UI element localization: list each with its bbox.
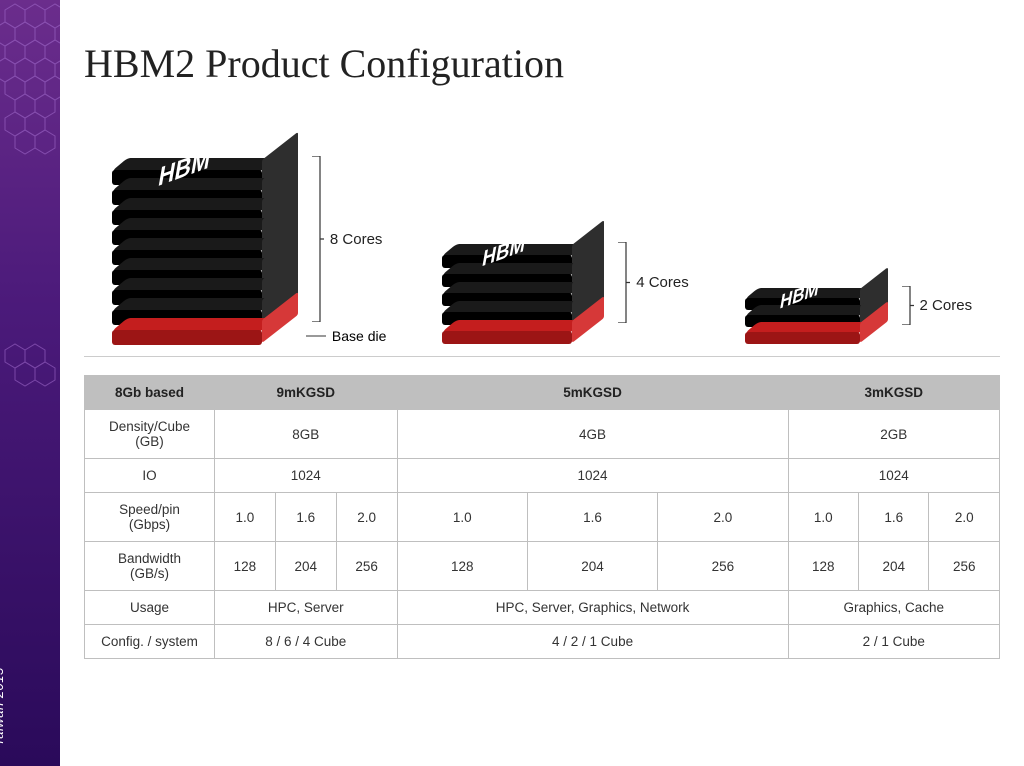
bracket-icon	[618, 242, 630, 323]
table-cell: 2GB	[788, 410, 999, 459]
row-head: Bandwidth(GB/s)	[85, 542, 215, 591]
table-cell: 1.0	[215, 493, 276, 542]
event-logo: SEMICON Taiwan 2015	[0, 667, 6, 746]
table-cell: 8GB	[215, 410, 398, 459]
table-cell: 1024	[215, 459, 398, 493]
table-cell: HPC, Server	[215, 591, 398, 625]
cores-annotation: 4 Cores	[618, 242, 689, 323]
table-cell: Graphics, Cache	[788, 591, 999, 625]
base-die-layer	[745, 322, 860, 344]
table-cell: 4 / 2 / 1 Cube	[397, 625, 788, 659]
row-head: Speed/pin(Gbps)	[85, 493, 215, 542]
table-col-head: 9mKGSD	[215, 376, 398, 410]
table-cell: 128	[397, 542, 527, 591]
table-cell: 256	[929, 542, 1000, 591]
table-cell: 1.6	[275, 493, 336, 542]
table-cell: 2.0	[336, 493, 397, 542]
table-corner-head: 8Gb based	[85, 376, 215, 410]
table-cell: 128	[215, 542, 276, 591]
bracket: 4 Cores	[618, 242, 689, 323]
table-cell: 1.0	[397, 493, 527, 542]
cores-annotation: 2 Cores	[902, 286, 973, 325]
table-cell: 2.0	[658, 493, 788, 542]
stack-group-2: HBM 2 Cores	[745, 286, 973, 344]
row-head: Density/Cube(GB)	[85, 410, 215, 459]
table-cell: 1.6	[527, 493, 657, 542]
stack-group-1: HBM 4 Cores	[442, 242, 689, 344]
base-die-layer	[112, 318, 262, 344]
table-row: Bandwidth(GB/s)1282042561282042561282042…	[85, 542, 1000, 591]
cores-label: 4 Cores	[636, 274, 689, 291]
base-die-annotation: Base die	[306, 328, 386, 344]
base-die-label: Base die	[332, 328, 386, 344]
leader-line-icon	[306, 335, 326, 337]
bracket-icon	[312, 156, 324, 322]
table-row: IO102410241024	[85, 459, 1000, 493]
table-cell: 4GB	[397, 410, 788, 459]
table-cell: 2.0	[929, 493, 1000, 542]
table-row: UsageHPC, ServerHPC, Server, Graphics, N…	[85, 591, 1000, 625]
logo-line2: Taiwan 2015	[0, 667, 6, 746]
table-row: Config. / system8 / 6 / 4 Cube4 / 2 / 1 …	[85, 625, 1000, 659]
table-cell: 128	[788, 542, 858, 591]
base-die-layer	[442, 320, 572, 344]
table-col-head: 3mKGSD	[788, 376, 999, 410]
table-row: Density/Cube(GB)8GB4GB2GB	[85, 410, 1000, 459]
table-row: Speed/pin(Gbps)1.01.62.01.01.62.01.01.62…	[85, 493, 1000, 542]
table-col-head: 5mKGSD	[397, 376, 788, 410]
table-cell: 204	[275, 542, 336, 591]
row-head: Usage	[85, 591, 215, 625]
table-cell: 1024	[788, 459, 999, 493]
cores-label: 2 Cores	[920, 297, 973, 314]
spec-table: 8Gb based9mKGSD5mKGSD3mKGSD Density/Cube…	[84, 375, 1000, 659]
slide-content: HBM2 Product Configuration HBM 8 Cores Bas…	[60, 0, 1024, 766]
hbm-stack-diagram: HBM 8 Cores Base die HBM 4 Cores HBM 2 Cores	[84, 127, 1000, 357]
table-cell: 204	[859, 542, 929, 591]
bracket-icon	[902, 286, 914, 325]
table-cell: 204	[527, 542, 657, 591]
slide-title: HBM2 Product Configuration	[84, 40, 1000, 87]
table-cell: 1024	[397, 459, 788, 493]
hex-pattern	[0, 0, 60, 400]
stack-group-0: HBM 8 Cores Base die	[112, 156, 386, 344]
table-cell: 1.6	[859, 493, 929, 542]
bracket: 8 Cores	[312, 156, 383, 322]
table-cell: HPC, Server, Graphics, Network	[397, 591, 788, 625]
table-cell: 2 / 1 Cube	[788, 625, 999, 659]
row-head: Config. / system	[85, 625, 215, 659]
row-head: IO	[85, 459, 215, 493]
cores-label: 8 Cores	[330, 231, 383, 248]
table-cell: 8 / 6 / 4 Cube	[215, 625, 398, 659]
hbm-stack-2: HBM	[745, 293, 860, 344]
cores-annotation: 8 Cores Base die	[312, 156, 386, 344]
table-cell: 256	[336, 542, 397, 591]
table-cell: 256	[658, 542, 788, 591]
sidebar-decor: SEMICON Taiwan 2015	[0, 0, 60, 766]
bracket: 2 Cores	[902, 286, 973, 325]
hbm-stack-0: HBM	[112, 164, 262, 344]
table-cell: 1.0	[788, 493, 858, 542]
hbm-stack-1: HBM	[442, 249, 572, 344]
